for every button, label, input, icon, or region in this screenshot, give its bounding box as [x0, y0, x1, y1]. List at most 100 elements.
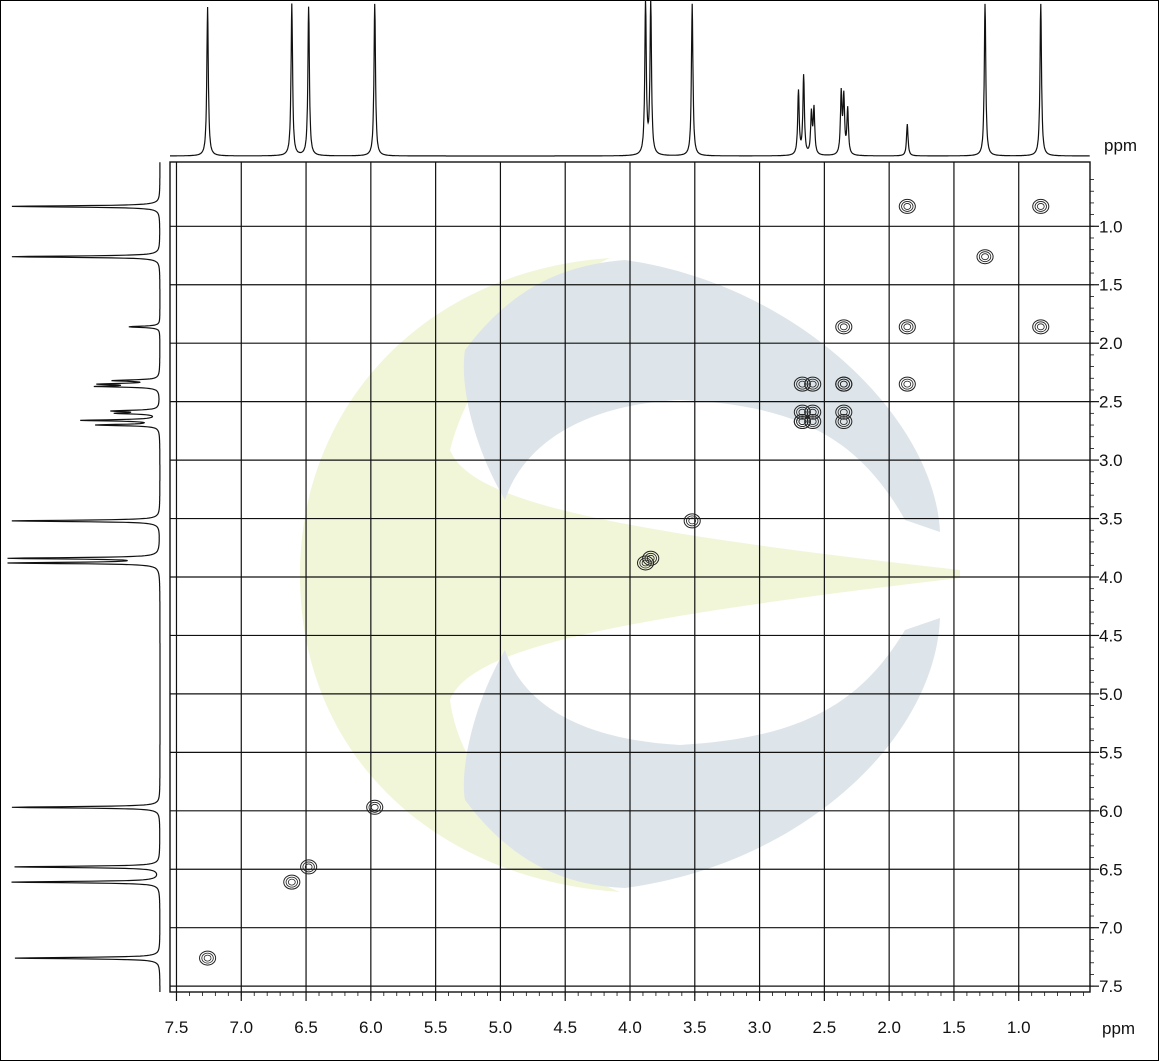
contour-ring [283, 874, 301, 890]
contour-ring [976, 249, 994, 265]
contour-ring [199, 950, 217, 966]
contour-ring [1036, 323, 1045, 331]
cross-peak [804, 414, 822, 430]
y-tick-label: 4.0 [1099, 568, 1123, 587]
contour-ring [370, 803, 379, 811]
contour-ring [366, 799, 384, 815]
contour-ring [793, 414, 811, 430]
diagonal-peak [300, 859, 318, 875]
y-tick-label: 6.5 [1099, 860, 1123, 879]
diagonal-peak [642, 550, 660, 566]
watermark-top-shape [463, 260, 940, 532]
y-tick-label: 5.0 [1099, 685, 1123, 704]
contour-ring [835, 404, 853, 420]
y-tick-label: 2.0 [1099, 334, 1123, 353]
contour-ring [1032, 198, 1050, 214]
x-tick-label: 5.0 [489, 1018, 513, 1037]
cross-peak [898, 376, 916, 392]
y-tick-label: 3.5 [1099, 510, 1123, 529]
contour-ring [806, 416, 819, 427]
contour-ring [1034, 201, 1047, 212]
cross-peak [1032, 319, 1050, 335]
contour-ring [368, 801, 381, 813]
contour-ring [796, 378, 809, 390]
contour-ring [808, 380, 817, 388]
y-tick-label: 7.5 [1099, 977, 1123, 996]
plot-grid [170, 162, 1090, 992]
y-tick-label: 5.5 [1099, 743, 1123, 762]
diagonal-peak [1032, 198, 1050, 214]
cross-peak [835, 319, 853, 335]
contour-ring [285, 876, 298, 888]
left-projection-trace [7, 162, 161, 992]
contour-ring [898, 376, 916, 392]
contour-ring [798, 408, 807, 416]
contour-ring [304, 863, 313, 871]
top-1d-spectrum [170, 0, 1090, 157]
contour-ring [837, 378, 850, 390]
contour-ring [646, 554, 655, 562]
contour-ring [978, 251, 992, 263]
x-tick-label: 6.0 [359, 1018, 383, 1037]
diagonal-peak [804, 404, 822, 420]
contour-ring [796, 416, 809, 427]
diagonal-peak [898, 319, 916, 335]
y-axis: 1.0 1.5 2.0 2.5 3.0 3.5 4.0 4.5 5.0 5.5 6.0 6.5 7.0 7… [1090, 179, 1123, 996]
contour-ring [683, 513, 701, 529]
diagonal-peak [683, 513, 701, 529]
x-axis: 7.5 7.0 6.5 6.0 5.5 5.0 4.5 4.0 3.5 3.0 2.5 2.0 1.5 1… [165, 992, 1084, 1037]
top-projection-trace [170, 0, 1090, 157]
contour-ring [901, 378, 914, 390]
contour-ring [300, 859, 318, 875]
watermark-bottom-shape [463, 618, 940, 888]
contour-ring [1034, 321, 1047, 333]
y-tick-label: 4.5 [1099, 626, 1123, 645]
contour-ring [287, 878, 296, 886]
contour-ring [903, 380, 912, 388]
contour-ring [903, 203, 912, 210]
contour-ring [644, 552, 657, 564]
x-tick-label: 4.0 [618, 1018, 642, 1037]
contour-ring [804, 404, 822, 420]
contour-ring [1032, 319, 1050, 335]
y-tick-label: 6.0 [1099, 802, 1123, 821]
contour-ring [837, 416, 850, 427]
diagonal-peak [283, 874, 301, 890]
x-tick-label: 1.5 [942, 1018, 966, 1037]
contour-ring [806, 406, 819, 418]
contour-ring [688, 517, 697, 525]
contour-ring [302, 861, 315, 873]
cross-peak [835, 414, 853, 430]
contour-ring [901, 321, 914, 333]
contour-ring [835, 319, 853, 335]
contour-ring [901, 201, 914, 212]
contour-ring [686, 515, 699, 527]
contour-ring [806, 378, 819, 390]
contour-ring [981, 253, 989, 261]
contour-ring [839, 323, 848, 331]
contour-ring [798, 418, 807, 425]
diagonal-peak [366, 799, 384, 815]
x-tick-label: 7.0 [229, 1018, 253, 1037]
contour-ring [201, 952, 214, 964]
x-tick-label: 1.0 [1007, 1018, 1031, 1037]
cross-peak [793, 376, 811, 392]
x-tick-label: 4.5 [553, 1018, 577, 1037]
x-tick-label: 6.5 [294, 1018, 318, 1037]
y-tick-label: 1.0 [1099, 217, 1123, 236]
x-tick-label: 5.5 [424, 1018, 448, 1037]
contour-peaks [199, 198, 1050, 966]
x-tick-label: 3.5 [683, 1018, 707, 1037]
cross-peak [804, 376, 822, 392]
x-tick-label: 7.5 [165, 1018, 189, 1037]
y-tick-label: 3.0 [1099, 451, 1123, 470]
y-tick-label: 2.5 [1099, 393, 1123, 412]
contour-ring [839, 380, 848, 388]
contour-ring [839, 418, 848, 425]
diagonal-peak [976, 249, 994, 265]
x-tick-label: 2.0 [877, 1018, 901, 1037]
contour-ring [837, 406, 850, 418]
contour-ring [808, 418, 817, 425]
contour-ring [835, 376, 853, 392]
